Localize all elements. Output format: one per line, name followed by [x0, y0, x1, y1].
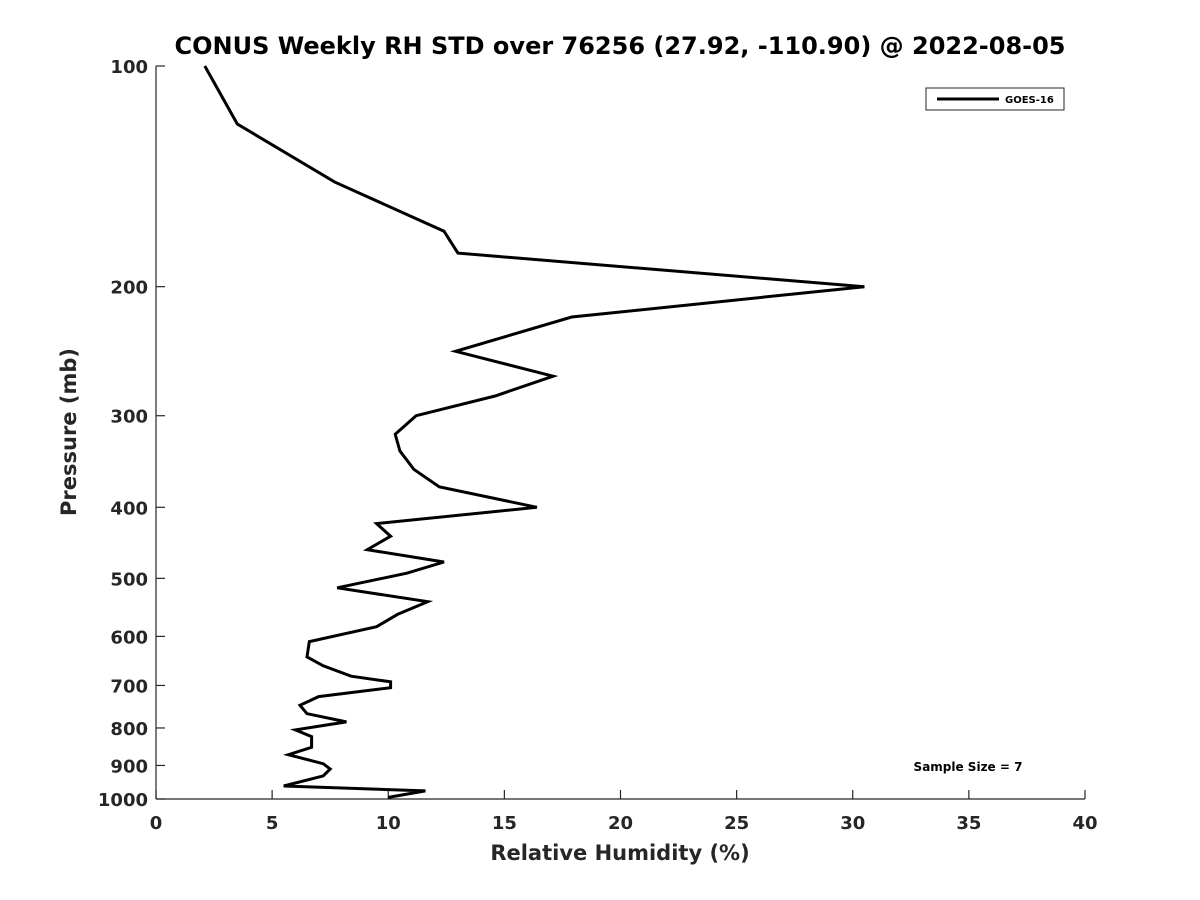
x-tick-label: 25 — [724, 813, 749, 834]
axes — [155, 66, 1085, 800]
series-line-goes-16 — [203, 65, 865, 799]
x-tick-label: 40 — [1072, 813, 1097, 834]
x-axis-ticks: 0 5 10 15 20 25 30 35 40 — [150, 790, 1098, 834]
x-tick-label: 30 — [840, 813, 865, 834]
x-tick-label: 10 — [376, 813, 401, 834]
x-tick-label: 0 — [150, 813, 163, 834]
legend: GOES-16 — [925, 87, 1065, 111]
x-tick-label: 35 — [956, 813, 981, 834]
y-axis-ticks: 100 200 300 400 500 600 700 800 900 1000 — [98, 57, 165, 811]
y-tick-label: 600 — [110, 627, 148, 648]
y-axis-label: Pressure (mb) — [57, 348, 81, 516]
x-axis-label: Relative Humidity (%) — [490, 841, 749, 865]
chart-title: CONUS Weekly RH STD over 76256 (27.92, -… — [174, 32, 1065, 60]
y-tick-label: 200 — [110, 278, 148, 299]
x-tick-label: 5 — [266, 813, 279, 834]
sample-size-annotation: Sample Size = 7 — [914, 760, 1023, 774]
legend-entry-goes-16: GOES-16 — [1005, 95, 1054, 106]
series-layer — [203, 65, 865, 799]
y-tick-label: 300 — [110, 407, 148, 428]
y-tick-label: 700 — [110, 676, 148, 697]
y-tick-label: 800 — [110, 719, 148, 740]
y-tick-label: 900 — [110, 756, 148, 777]
x-tick-label: 15 — [492, 813, 517, 834]
y-tick-label: 100 — [110, 57, 148, 78]
y-tick-label: 400 — [110, 498, 148, 519]
y-tick-label: 500 — [110, 569, 148, 590]
y-tick-label: 1000 — [98, 790, 148, 811]
x-tick-label: 20 — [608, 813, 633, 834]
